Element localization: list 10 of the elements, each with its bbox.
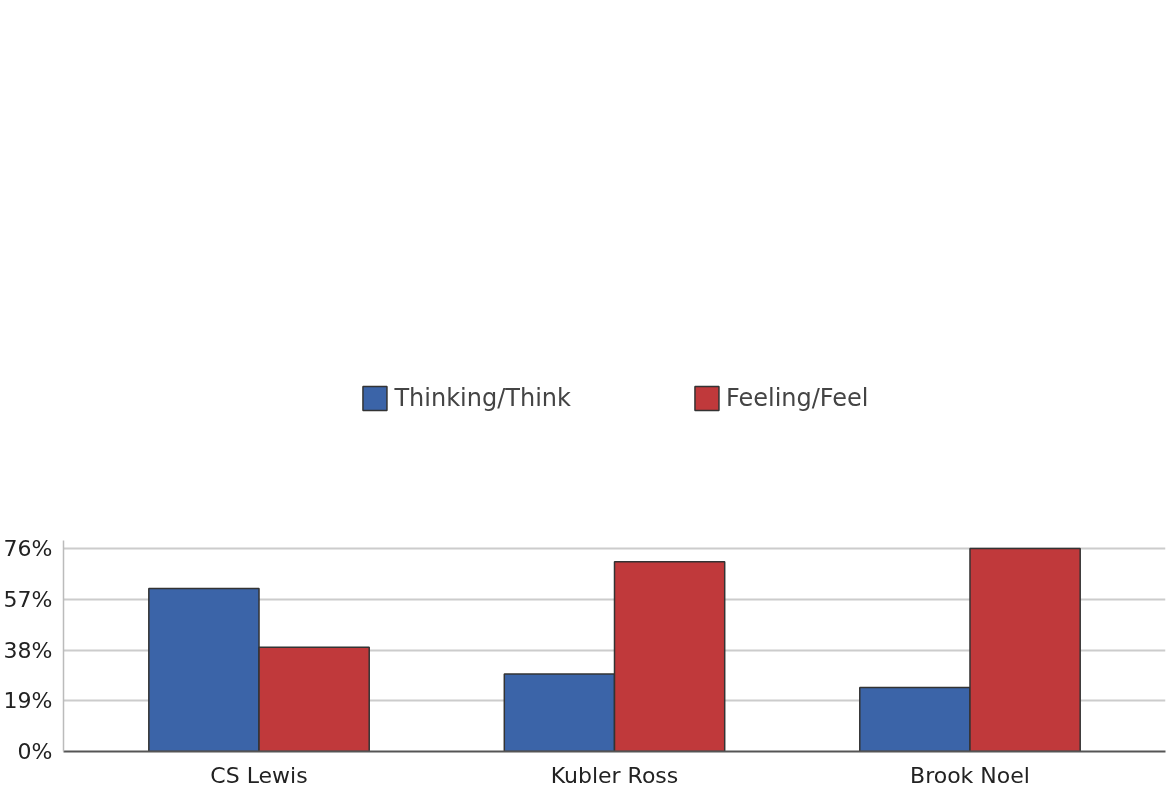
y-tick-label: 19% — [3, 688, 53, 714]
legend-label: Feeling/Feel — [725, 383, 869, 412]
legend-label: Thinking/Think — [394, 383, 571, 412]
x-tick-label: CS Lewis — [210, 762, 308, 788]
x-tick-label: Brook Noel — [910, 762, 1030, 788]
y-tick-label: 38% — [3, 637, 53, 663]
y-tick-label: 76% — [3, 536, 53, 562]
y-tick-label: 0% — [17, 739, 53, 764]
y-tick-label: 57% — [3, 586, 53, 612]
x-tick-label: Kubler Ross — [550, 762, 679, 788]
